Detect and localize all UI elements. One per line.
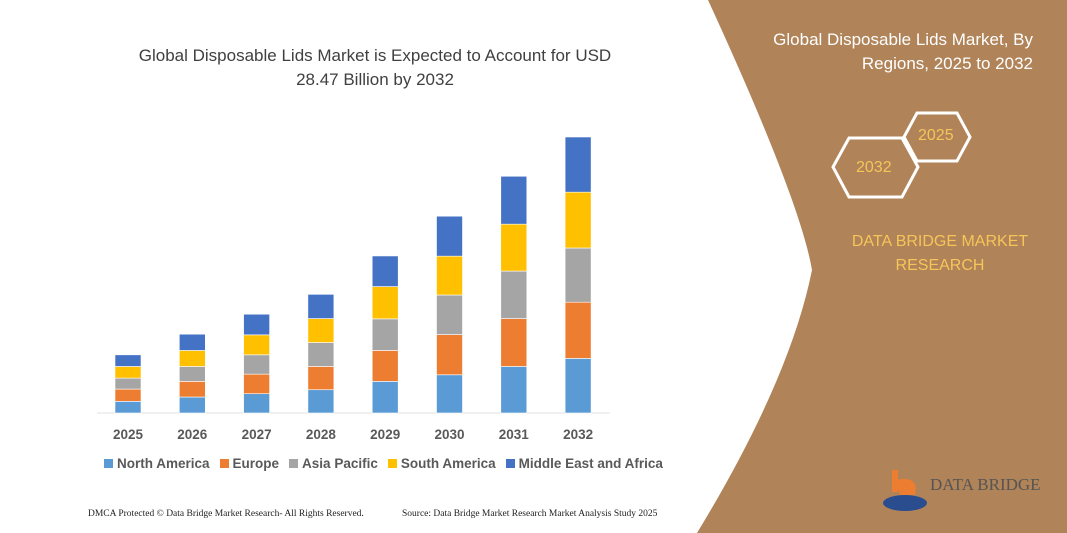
bar-segment-2032-1 — [564, 301, 592, 359]
x-tick-label: 2028 — [306, 427, 337, 442]
bar-segment-2031-1 — [500, 318, 528, 367]
hex-label-2032: 2032 — [856, 159, 892, 176]
legend-item: South America — [387, 456, 496, 471]
legend-item: Asia Pacific — [289, 456, 378, 471]
legend-swatch — [104, 459, 113, 468]
x-tick-label: 2027 — [242, 427, 272, 442]
bar-segment-2031-4 — [500, 175, 528, 225]
footer-source: Source: Data Bridge Market Research Mark… — [402, 509, 658, 519]
bar-segment-2029-0 — [371, 381, 399, 414]
legend: North America Europe Asia Pacific South Ame… — [104, 456, 663, 471]
bar-segment-2027-3 — [243, 334, 270, 356]
bar-segment-2029-2 — [371, 318, 399, 351]
bar-segment-2026-4 — [179, 333, 206, 351]
bar-segment-2032-2 — [564, 247, 592, 303]
bar-segment-2025-0 — [114, 401, 142, 414]
bar-segment-2029-3 — [371, 286, 399, 320]
bar-segment-2030-1 — [436, 334, 463, 376]
bar-segment-2031-3 — [500, 223, 528, 272]
hex-label-2025: 2025 — [918, 127, 954, 144]
bar-segment-2030-0 — [436, 374, 463, 414]
legend-label: Asia Pacific — [302, 456, 378, 471]
legend-swatch — [505, 459, 515, 468]
x-tick-label: 2025 — [113, 427, 144, 442]
bar-segment-2028-2 — [307, 342, 335, 367]
bar-segment-2030-4 — [436, 215, 463, 257]
legend-label: Europe — [232, 456, 280, 471]
bar-segment-2028-3 — [307, 318, 335, 343]
brand-text: DATA BRIDGE MARKET RESEARCH — [851, 233, 1029, 274]
hexagon-2025 — [902, 111, 972, 163]
bar-segment-2028-4 — [307, 294, 335, 319]
bar-segment-2027-1 — [243, 373, 270, 395]
bar-segment-2026-1 — [179, 381, 206, 398]
bar-segment-2027-4 — [243, 313, 270, 336]
bar-segment-2025-1 — [114, 388, 142, 402]
bar-segment-2029-1 — [371, 350, 399, 382]
bar-segment-2031-2 — [500, 270, 528, 319]
bar-segment-2025-4 — [114, 354, 142, 367]
legend-item: Middle East and Africa — [505, 456, 663, 471]
bar-segment-2027-0 — [243, 393, 270, 414]
x-tick-label: 2030 — [434, 427, 464, 442]
bar-segment-2025-3 — [114, 366, 142, 379]
bar-segment-2028-0 — [307, 389, 335, 414]
hexagon-2032 — [831, 136, 920, 199]
bar-segment-2026-2 — [179, 366, 206, 382]
bar-segment-2032-3 — [564, 191, 592, 249]
legend-swatch — [219, 459, 229, 468]
bar-segment-2028-1 — [307, 366, 335, 391]
legend-label: North America — [117, 456, 210, 471]
bar-segment-2032-0 — [564, 358, 592, 414]
x-tick-label: 2031 — [499, 427, 530, 442]
legend-swatch — [289, 459, 299, 468]
logo-icon — [883, 470, 927, 511]
bar-segment-2030-3 — [436, 255, 463, 296]
bar-segment-2025-2 — [114, 377, 142, 390]
x-tick-label: 2026 — [177, 427, 208, 442]
bar-segment-2026-3 — [179, 350, 206, 367]
legend-item: Europe — [219, 456, 280, 471]
bar-segment-2031-0 — [500, 366, 528, 414]
x-tick-label: 2029 — [370, 427, 400, 442]
chart-area: 2025 2026 2027 2028 2029 2030 2031 2032 — [97, 136, 610, 442]
bar-segment-2032-4 — [564, 136, 592, 193]
side-panel — [697, 0, 1067, 533]
bar-segment-2030-2 — [436, 294, 463, 335]
legend-swatch — [387, 459, 397, 468]
side-title: Global Disposable Lids Market, By Region… — [773, 30, 1033, 73]
x-tick-label: 2032 — [563, 427, 593, 442]
footer-copyright: DMCA Protected © Data Bridge Market Rese… — [88, 509, 364, 519]
bar-segment-2027-2 — [243, 354, 270, 375]
legend-label: Middle East and Africa — [518, 456, 663, 471]
logo-text: DATA BRIDGE — [930, 475, 1041, 494]
legend-item: North America — [104, 456, 210, 471]
bar-segment-2029-4 — [371, 255, 399, 287]
chart-title: Global Disposable Lids Market is Expecte… — [138, 46, 612, 89]
bar-segment-2026-0 — [179, 396, 206, 414]
legend-label: South America — [400, 456, 496, 471]
